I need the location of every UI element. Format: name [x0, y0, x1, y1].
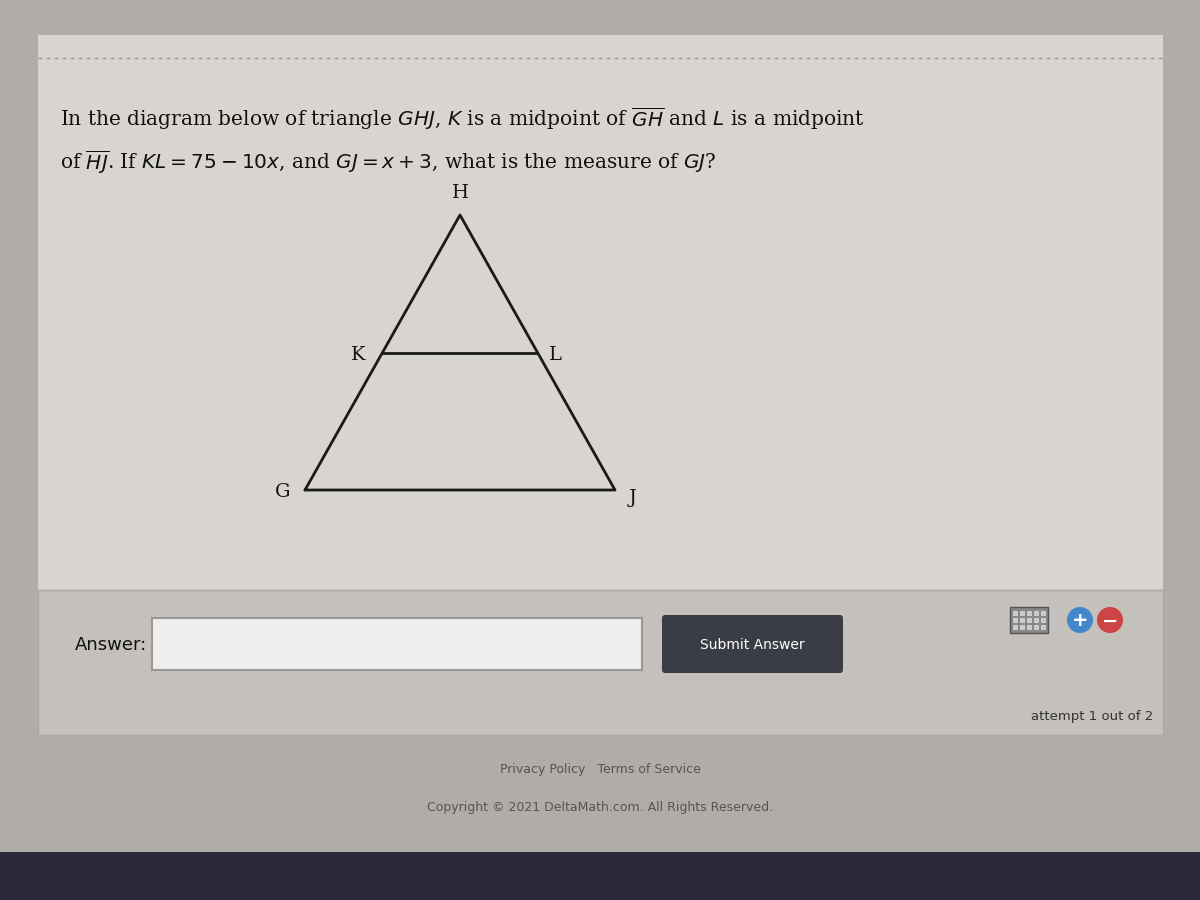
- Bar: [0, 715, 1200, 900]
- Text: of $\overline{HJ}$. If $KL = 75 - 10x$, and $GJ = x + 3$, what is the measure of: of $\overline{HJ}$. If $KL = 75 - 10x$, …: [60, 148, 716, 176]
- Bar: [1010, 607, 1048, 633]
- Bar: [1034, 611, 1039, 616]
- Text: Privacy Policy   Terms of Service: Privacy Policy Terms of Service: [499, 763, 701, 777]
- Bar: [38, 590, 1163, 735]
- Text: L: L: [548, 346, 562, 364]
- Text: In the diagram below of triangle $GHJ$, $K$ is a midpoint of $\overline{GH}$ and: In the diagram below of triangle $GHJ$, …: [60, 105, 865, 132]
- Bar: [1027, 625, 1032, 630]
- Text: Submit Answer: Submit Answer: [700, 638, 805, 652]
- Bar: [0, 852, 1200, 900]
- Bar: [1042, 611, 1046, 616]
- Text: −: −: [1102, 611, 1118, 631]
- Text: G: G: [275, 483, 290, 501]
- Text: H: H: [451, 184, 468, 202]
- Text: J: J: [629, 489, 637, 507]
- Bar: [1034, 625, 1039, 630]
- Bar: [1020, 611, 1025, 616]
- Text: attempt 1 out of 2: attempt 1 out of 2: [1031, 710, 1153, 723]
- Bar: [1013, 611, 1018, 616]
- Bar: [1020, 625, 1025, 630]
- Bar: [1013, 618, 1018, 623]
- Bar: [1027, 611, 1032, 616]
- Text: Answer:: Answer:: [74, 636, 148, 654]
- Text: +: +: [1072, 611, 1088, 631]
- Bar: [1013, 625, 1018, 630]
- FancyBboxPatch shape: [662, 615, 842, 673]
- Bar: [1034, 618, 1039, 623]
- Bar: [1042, 625, 1046, 630]
- Bar: [1027, 618, 1032, 623]
- Text: K: K: [350, 346, 365, 364]
- Bar: [152, 618, 642, 670]
- Circle shape: [1067, 607, 1093, 633]
- Bar: [38, 35, 1163, 715]
- Bar: [1020, 618, 1025, 623]
- Text: Copyright © 2021 DeltaMath.com. All Rights Reserved.: Copyright © 2021 DeltaMath.com. All Righ…: [427, 802, 773, 814]
- Circle shape: [1097, 607, 1123, 633]
- Bar: [1042, 618, 1046, 623]
